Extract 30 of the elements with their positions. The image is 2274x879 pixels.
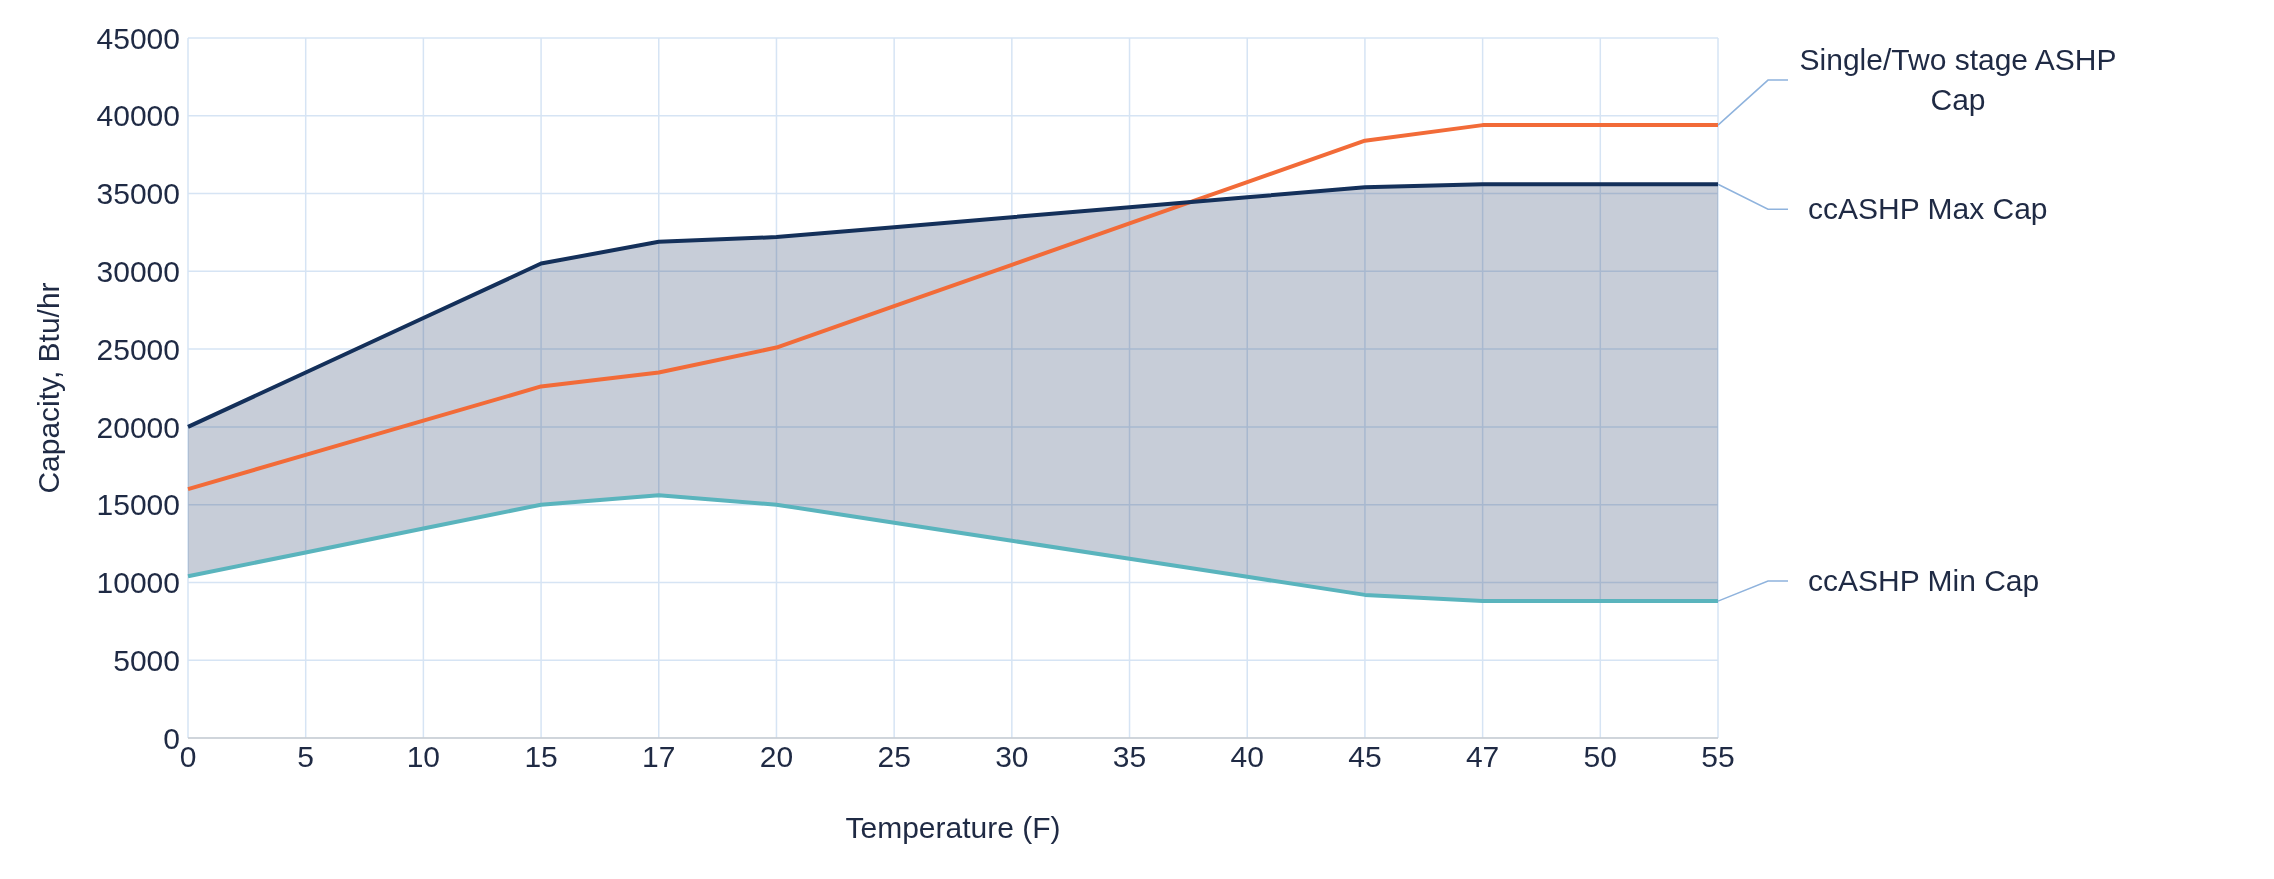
line-series [186,123,1720,492]
x-tick-label: 40 [1230,740,1264,774]
text: ccASHP Min Cap [1808,564,2040,598]
text: ccASHP Max Cap [1808,192,2048,226]
y-tick-label: 20000 [96,410,180,444]
x-tick-label: 10 [406,740,441,774]
x-tick-label: 17 [642,740,676,774]
y-tick-label: 40000 [96,99,180,133]
x-tick-label: 30 [995,740,1029,774]
line-series [186,182,1720,429]
x-axis-title: Temperature (F) [845,811,1061,844]
x-tick-label: 47 [1465,740,1500,774]
y-tick-label: 15000 [96,488,180,522]
y-tick-label: 35000 [96,177,180,211]
y-tick-label: 30000 [96,254,180,288]
y-axis-title: Capacity, Btu/hr [31,282,65,494]
y-tick-label: 5000 [113,643,180,677]
x-tick-label: 25 [877,740,911,774]
y-tick-label: 25000 [96,332,180,366]
x-tick-label: 55 [1701,740,1735,774]
x-tick-label: 15 [524,740,558,774]
x-tick-label: 20 [759,740,794,774]
x-tick-label: 5 [297,740,315,774]
line-series [186,493,1720,604]
x-tick-label: 50 [1583,740,1617,774]
y-tick-label: 45000 [96,21,180,55]
text: Single/Two stage ASHP Cap [1799,43,2117,117]
x-tick-label: 35 [1112,740,1147,774]
y-tick-label: 10000 [96,566,180,600]
x-tick-label: 45 [1348,740,1382,774]
